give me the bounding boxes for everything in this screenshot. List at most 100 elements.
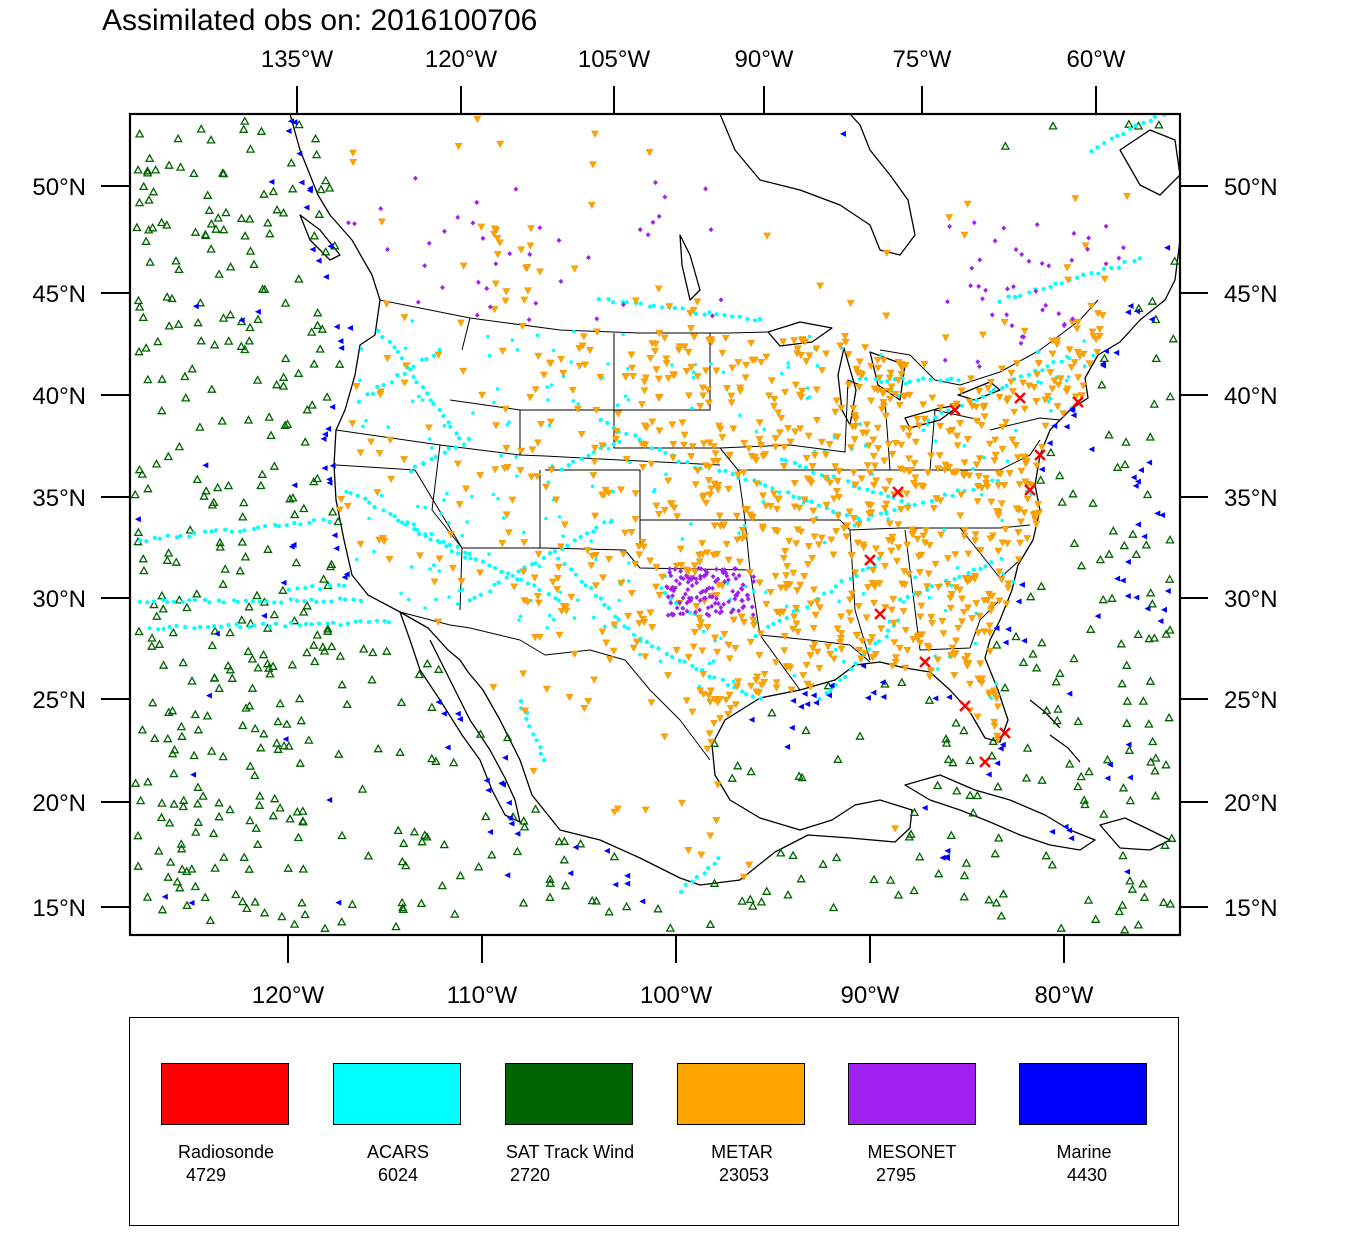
- marine-marker: [1094, 613, 1101, 620]
- metar-marker: [701, 462, 710, 470]
- acars-marker: [722, 313, 727, 318]
- metar-marker: [1088, 328, 1097, 336]
- sat-wind-marker: [990, 848, 1000, 858]
- metar-marker: [553, 586, 562, 594]
- metar-marker: [712, 817, 721, 825]
- metar-marker: [699, 440, 708, 448]
- metar-marker: [517, 246, 526, 254]
- metar-marker: [827, 536, 836, 544]
- acars-marker: [367, 500, 372, 505]
- metar-marker: [911, 474, 920, 482]
- metar-marker: [1034, 360, 1043, 368]
- metar-marker: [905, 426, 914, 434]
- sat-wind-marker: [559, 855, 570, 864]
- mesonet-marker: [650, 219, 656, 225]
- sat-wind-marker: [358, 644, 369, 653]
- marine-marker: [1114, 575, 1121, 582]
- sat-wind-marker: [326, 559, 337, 568]
- metar-marker: [518, 323, 527, 331]
- sat-wind-marker: [141, 343, 151, 352]
- metar-marker: [762, 353, 771, 361]
- mesonet-marker: [1026, 258, 1032, 264]
- sat-wind-marker: [277, 911, 287, 921]
- sat-wind-marker: [530, 804, 541, 813]
- metar-marker: [1074, 374, 1083, 382]
- acars-marker: [579, 456, 584, 461]
- acars-marker: [395, 373, 400, 378]
- acars-marker: [423, 532, 428, 537]
- acars-marker: [556, 598, 561, 603]
- metar-marker: [638, 538, 647, 546]
- acars-marker: [463, 555, 468, 560]
- mesonet-marker: [710, 594, 715, 600]
- sat-wind-marker: [209, 497, 219, 507]
- marine-marker: [1124, 868, 1130, 875]
- sat-wind-marker: [1125, 795, 1136, 805]
- bahamas-coastline: [1029, 699, 1081, 763]
- sat-wind-marker: [218, 579, 228, 588]
- acars-marker: [754, 429, 759, 434]
- sat-wind-marker: [134, 129, 145, 138]
- metar-marker: [803, 475, 812, 483]
- sat-wind-marker: [278, 208, 289, 217]
- sat-wind-marker: [130, 778, 141, 787]
- metar-marker: [498, 347, 507, 355]
- metar-marker: [613, 805, 622, 813]
- metar-marker: [1071, 195, 1080, 203]
- acars-marker: [989, 560, 994, 565]
- metar-marker: [736, 387, 745, 395]
- acars-marker: [658, 659, 663, 664]
- acars-marker: [455, 544, 460, 549]
- metar-marker: [496, 140, 505, 149]
- marine-marker: [333, 323, 340, 330]
- sat-wind-marker: [1076, 560, 1087, 570]
- mesonet-marker: [484, 285, 490, 292]
- sat-wind-marker: [333, 749, 344, 758]
- metar-marker: [982, 475, 991, 483]
- acars-marker: [1013, 294, 1018, 300]
- metar-marker: [534, 599, 543, 607]
- metar-marker: [780, 633, 789, 641]
- metar-marker: [677, 799, 686, 808]
- metar-marker: [802, 662, 811, 670]
- metar-marker: [862, 614, 871, 622]
- metar-marker: [698, 540, 707, 548]
- acars-marker: [723, 468, 728, 473]
- sat-wind-marker: [1011, 631, 1021, 641]
- acars-marker: [856, 516, 861, 521]
- sat-wind-marker: [147, 222, 158, 232]
- metar-marker: [631, 516, 640, 524]
- sat-wind-marker: [244, 336, 255, 345]
- mesonet-marker: [751, 578, 757, 584]
- sat-wind-marker: [173, 133, 183, 143]
- acars-marker: [535, 333, 540, 338]
- metar-marker: [1023, 495, 1032, 504]
- sat-wind-marker: [1069, 653, 1079, 663]
- metar-marker: [877, 625, 886, 633]
- sat-wind-marker: [193, 317, 203, 327]
- acars-marker: [628, 460, 632, 465]
- metar-marker: [771, 527, 779, 535]
- metar-marker: [929, 505, 938, 513]
- acars-marker: [487, 563, 492, 568]
- marine-marker: [801, 690, 808, 697]
- metar-marker: [1075, 353, 1084, 361]
- metar-marker: [654, 375, 663, 383]
- metar-marker: [774, 409, 783, 417]
- mesonet-marker: [556, 237, 562, 243]
- acars-marker: [1095, 145, 1100, 150]
- metar-marker: [675, 343, 684, 351]
- acars-marker: [145, 600, 150, 605]
- metar-marker: [887, 383, 896, 391]
- mesonet-marker: [703, 572, 709, 578]
- metar-marker: [822, 501, 831, 509]
- metar-marker: [722, 385, 731, 393]
- acars-marker: [644, 639, 650, 645]
- acars-marker: [606, 446, 611, 451]
- acars-marker: [468, 556, 473, 561]
- metar-marker: [1020, 509, 1029, 517]
- acars-marker: [379, 493, 384, 498]
- metar-marker: [655, 510, 663, 519]
- metar-marker: [692, 603, 701, 611]
- acars-marker: [437, 569, 442, 573]
